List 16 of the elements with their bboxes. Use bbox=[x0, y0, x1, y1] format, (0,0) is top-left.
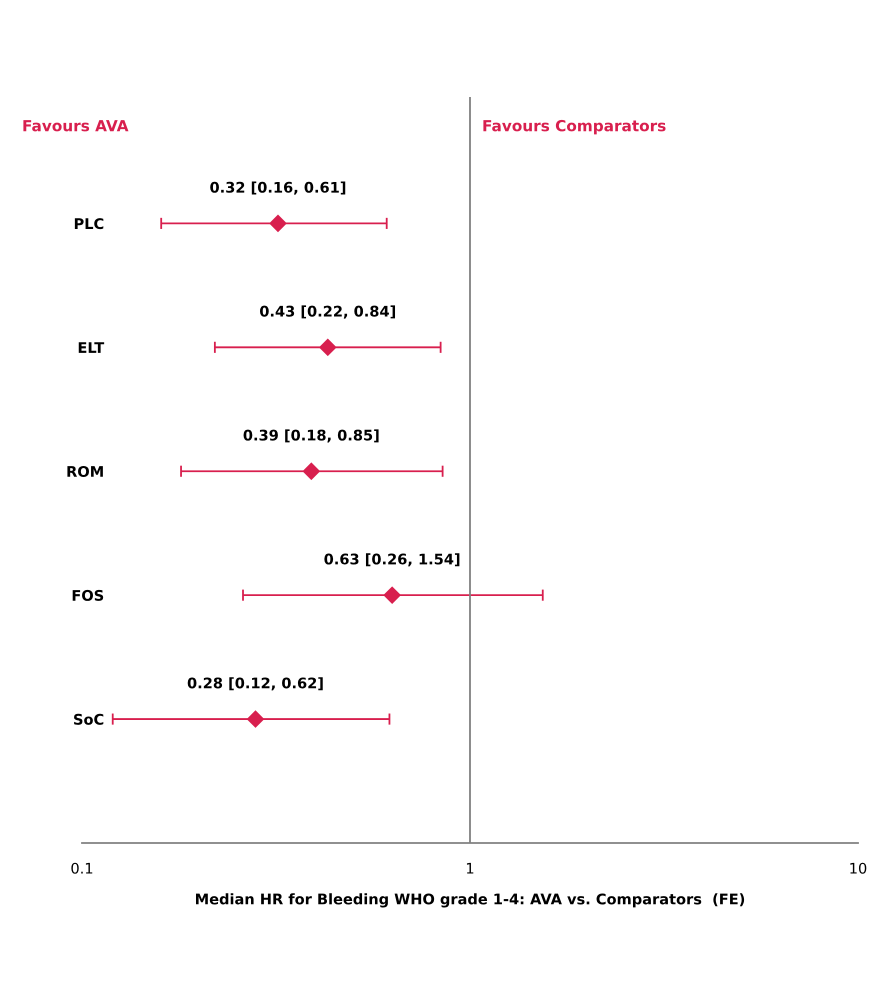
data-label: 0.28 [0.12, 0.62] bbox=[188, 677, 323, 690]
x-tick-label: 1 bbox=[466, 862, 474, 874]
y-tick-label: ROM bbox=[67, 466, 103, 477]
annotation: Favours Comparators bbox=[483, 120, 666, 134]
data-label: 0.43 [0.22, 0.84] bbox=[260, 305, 396, 319]
data-label: 0.39 [0.18, 0.85] bbox=[244, 429, 379, 442]
data-label: 0.63 [0.26, 1.54] bbox=[324, 553, 460, 566]
x-tick-label: 10 bbox=[850, 862, 866, 874]
y-tick-label: SoC bbox=[74, 714, 104, 725]
y-tick-label: FOS bbox=[72, 590, 104, 601]
data-label: 0.32 [0.16, 0.61] bbox=[210, 182, 346, 195]
x-tick-label: 0.1 bbox=[71, 862, 92, 874]
x-axis-title: Median HR for Bleeding WHO grade 1-4: AVA vs. Comparators (FE) bbox=[196, 893, 744, 908]
annotation: Favours AVA bbox=[23, 120, 128, 132]
y-tick-label: PLC bbox=[74, 218, 104, 230]
y-tick-label: ELT bbox=[78, 342, 104, 353]
